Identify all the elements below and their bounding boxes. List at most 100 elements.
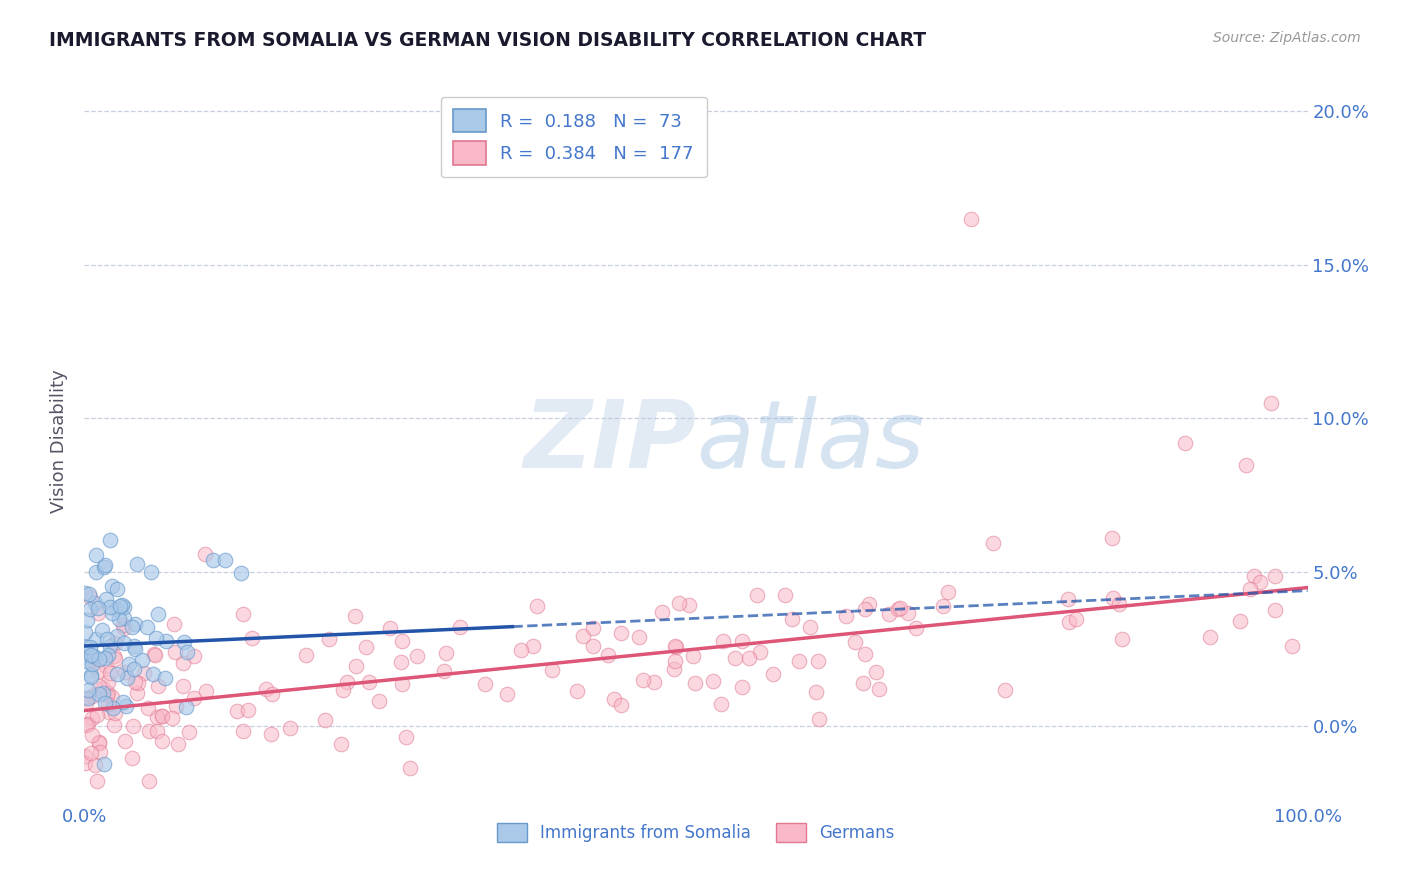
Point [115, 671, 138, 685]
Point [122, 662, 145, 676]
Point [94, 659, 117, 673]
Point [748, 645, 770, 659]
Point [145, 632, 167, 646]
Point [75, 625, 97, 640]
Point [91, 623, 114, 637]
Point [86, 774, 108, 789]
Point [75, 640, 97, 654]
Point [731, 680, 754, 694]
Point [108, 612, 131, 626]
Point [229, 566, 252, 580]
Point [97, 675, 120, 690]
Point [724, 651, 747, 665]
Point [391, 677, 413, 691]
Point [104, 652, 127, 666]
Point [82, 689, 104, 703]
Point [86, 601, 108, 615]
Point [193, 547, 215, 561]
Point [834, 609, 856, 624]
Point [75, 697, 97, 711]
Point [172, 680, 194, 694]
Point [332, 683, 354, 698]
Point [236, 703, 259, 717]
Point [683, 676, 706, 690]
Point [79, 587, 101, 601]
Point [112, 636, 135, 650]
Point [103, 648, 125, 663]
Point [449, 620, 471, 634]
Point [582, 640, 605, 654]
Point [94, 591, 117, 606]
Point [799, 619, 821, 633]
Point [87, 606, 110, 620]
Point [91, 686, 114, 700]
Point [240, 631, 263, 645]
Point [105, 629, 128, 643]
Point [731, 633, 754, 648]
Point [260, 727, 283, 741]
Point [1260, 396, 1282, 410]
Text: atlas: atlas [696, 396, 924, 487]
Point [87, 652, 110, 666]
Point [378, 621, 401, 635]
Point [336, 675, 359, 690]
Point [176, 645, 198, 659]
Point [84, 549, 107, 563]
Point [1229, 615, 1251, 629]
Point [98, 666, 121, 681]
Point [94, 558, 117, 573]
Point [314, 713, 336, 727]
Point [111, 598, 134, 612]
Point [150, 708, 173, 723]
Point [96, 632, 118, 647]
Point [136, 620, 159, 634]
Text: ZIP: ZIP [523, 395, 696, 488]
Point [79, 640, 101, 655]
Point [127, 686, 149, 700]
Point [82, 653, 104, 667]
Point [496, 687, 519, 701]
Point [79, 590, 101, 604]
Point [664, 639, 686, 653]
Point [858, 597, 880, 611]
Point [86, 632, 108, 646]
Point [84, 565, 107, 579]
Point [105, 582, 128, 596]
Point [609, 698, 631, 712]
Point [104, 706, 127, 720]
Point [138, 774, 160, 789]
Point [150, 708, 173, 723]
Point [86, 707, 108, 722]
Point [711, 634, 734, 648]
Point [111, 695, 134, 709]
Point [163, 645, 186, 659]
Point [165, 698, 187, 713]
Point [97, 686, 120, 700]
Point [73, 690, 96, 705]
Point [1108, 597, 1130, 611]
Point [79, 601, 101, 615]
Point [981, 536, 1004, 550]
Point [124, 641, 146, 656]
Point [665, 640, 688, 654]
Point [118, 657, 141, 671]
Point [145, 724, 167, 739]
Point [745, 588, 768, 602]
Point [195, 684, 218, 698]
Point [79, 649, 101, 664]
Point [773, 588, 796, 602]
Point [91, 681, 114, 695]
Point [89, 745, 111, 759]
Point [87, 679, 110, 693]
Point [89, 735, 111, 749]
Point [167, 737, 190, 751]
Point [1101, 531, 1123, 545]
Point [93, 757, 115, 772]
Point [115, 699, 138, 714]
Point [526, 599, 548, 613]
Point [1199, 630, 1222, 644]
Point [865, 665, 887, 679]
Point [510, 642, 533, 657]
Point [148, 679, 170, 693]
Point [295, 648, 318, 663]
